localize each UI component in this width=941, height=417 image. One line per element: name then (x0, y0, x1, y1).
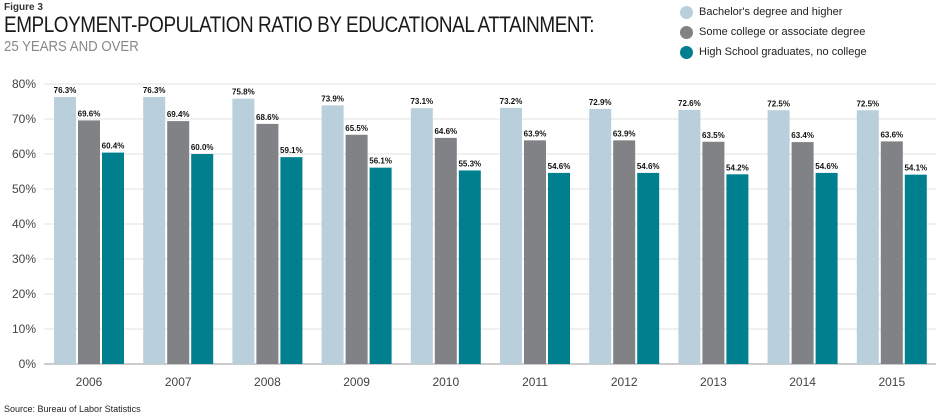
bar (256, 123, 279, 365)
data-label: 54.1% (904, 164, 927, 173)
bar (78, 120, 100, 365)
chart-subtitle: 25 YEARS AND OVER (4, 38, 139, 55)
bar (167, 121, 190, 364)
bar (54, 96, 76, 364)
data-label: 73.9% (321, 94, 344, 103)
data-label: 75.8% (232, 88, 255, 97)
data-label: 60.0% (191, 143, 214, 152)
data-label: 65.5% (345, 124, 368, 133)
x-tick-label: 2006 (76, 375, 103, 389)
data-label: 54.6% (815, 162, 838, 171)
y-tick-label: 60% (12, 147, 36, 161)
y-tick-label: 80% (12, 77, 36, 91)
x-tick-label: 2013 (700, 375, 727, 389)
data-label: 60.4% (102, 142, 125, 151)
bar (767, 110, 790, 364)
legend-label-bachelors: Bachelor's degree and higher (699, 6, 843, 18)
x-tick-label: 2014 (789, 375, 816, 389)
data-label: 54.6% (548, 162, 571, 171)
bar (613, 140, 636, 364)
data-label: 63.5% (702, 131, 725, 140)
figure-label: Figure 3 (4, 2, 43, 13)
bar (880, 141, 903, 364)
data-label: 72.6% (678, 99, 701, 108)
data-label: 73.2% (500, 97, 523, 106)
bar (321, 105, 344, 364)
bar (232, 98, 255, 364)
data-label: 69.4% (167, 110, 190, 119)
y-tick-label: 20% (12, 287, 36, 301)
bar (524, 140, 546, 364)
data-label: 63.9% (613, 129, 636, 138)
chart-title: EMPLOYMENT-POPULATION RATIO BY EDUCATION… (4, 12, 595, 37)
legend-label-high-school: High School graduates, no college (699, 46, 867, 58)
bar (102, 152, 124, 364)
y-tick-label: 30% (12, 252, 36, 266)
data-label: 72.9% (589, 98, 612, 107)
data-label: 54.2% (726, 163, 749, 172)
y-tick-label: 70% (12, 112, 36, 126)
y-tick-label: 50% (12, 182, 36, 196)
x-tick-label: 2012 (611, 375, 638, 389)
y-tick-label: 10% (12, 322, 36, 336)
x-tick-label: 2007 (165, 375, 192, 389)
x-tick-label: 2009 (343, 375, 370, 389)
bar (726, 174, 749, 364)
bar (434, 137, 457, 364)
legend: Bachelor's degree and higher Some colleg… (680, 2, 867, 62)
bar (815, 172, 838, 364)
data-label: 68.6% (256, 113, 279, 122)
x-tick-label: 2015 (878, 375, 905, 389)
data-label: 63.6% (880, 130, 903, 139)
data-label: 56.1% (369, 157, 392, 166)
bar (410, 108, 433, 365)
bar (856, 110, 879, 364)
data-label: 73.1% (410, 97, 433, 106)
bar (904, 174, 927, 364)
source-note: Source: Bureau of Labor Statistics (4, 404, 141, 414)
bar (637, 172, 660, 364)
x-tick-label: 2011 (522, 375, 548, 389)
data-label: 63.4% (791, 131, 814, 140)
x-tick-label: 2010 (432, 375, 459, 389)
data-label: 54.6% (637, 162, 660, 171)
legend-swatch-high-school (680, 45, 693, 59)
legend-item-high-school: High School graduates, no college (680, 42, 867, 62)
y-tick-label: 0% (19, 357, 37, 371)
bar (548, 172, 570, 364)
bar (678, 109, 701, 365)
bar (458, 170, 481, 364)
data-label: 76.3% (143, 86, 166, 95)
data-label: 69.6% (78, 109, 101, 118)
bar (369, 167, 392, 364)
data-label: 63.9% (524, 129, 547, 138)
bar (345, 134, 368, 364)
bar (191, 154, 214, 364)
y-tick-label: 40% (12, 217, 36, 231)
bar (143, 96, 166, 364)
bar (702, 141, 725, 364)
data-label: 59.1% (280, 146, 303, 155)
bar (280, 157, 303, 364)
legend-swatch-some-college (680, 25, 693, 39)
data-label: 76.3% (54, 86, 77, 95)
data-label: 72.5% (767, 99, 790, 108)
legend-item-bachelors: Bachelor's degree and higher (680, 2, 867, 22)
legend-item-some-college: Some college or associate degree (680, 22, 867, 42)
legend-swatch-bachelors (680, 5, 693, 19)
bar (791, 142, 814, 364)
bar (500, 107, 522, 365)
data-label: 64.6% (434, 127, 457, 136)
legend-label-some-college: Some college or associate degree (699, 26, 866, 38)
data-label: 72.5% (856, 99, 879, 108)
x-tick-label: 2008 (254, 375, 281, 389)
bar (589, 108, 612, 364)
data-label: 55.3% (458, 159, 481, 168)
